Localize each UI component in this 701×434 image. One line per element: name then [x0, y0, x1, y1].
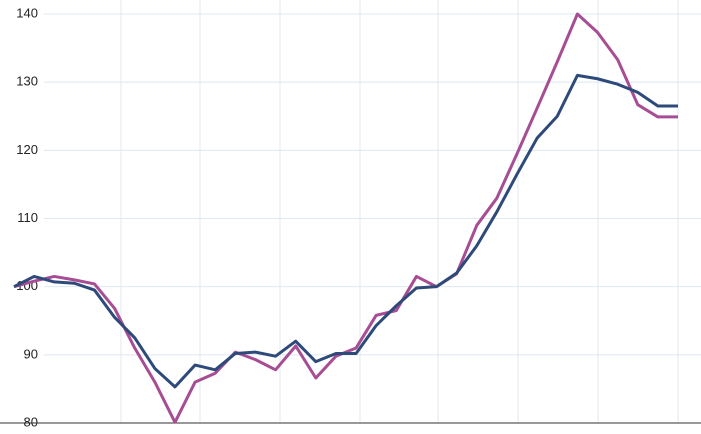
y-tick-label: 120 [16, 142, 38, 157]
y-tick-label: 110 [17, 210, 38, 225]
series-line [13, 73, 678, 389]
y-tick-label: 90 [24, 346, 38, 361]
y-tick-label: 80 [24, 414, 38, 429]
y-tick-label: 140 [16, 5, 38, 20]
y-tick-label: 130 [16, 74, 38, 89]
